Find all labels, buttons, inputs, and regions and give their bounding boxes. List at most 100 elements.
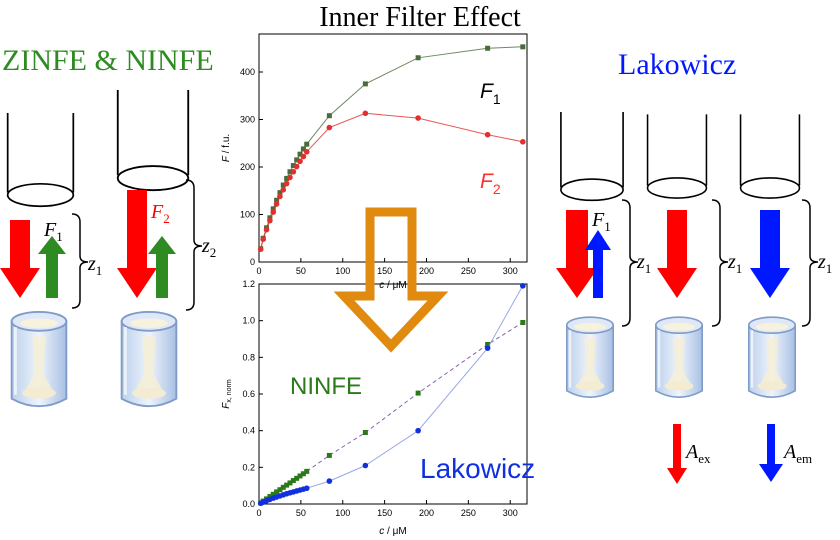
data-point [326,124,333,131]
series-label-ninfe: NINFE [290,373,362,400]
data-point [260,236,266,242]
excitation-arrow-icon [556,210,598,298]
label-z2: z2 [201,235,216,260]
data-point [303,485,310,492]
data-point [485,45,491,51]
data-point [270,206,276,212]
data-point [284,482,290,488]
data-point [362,462,369,469]
label-z1-a: z1 [636,251,651,276]
data-point [520,44,526,50]
series-label-F2: F2 [480,170,501,197]
data-point [287,480,293,486]
cuvette-4 [654,315,704,399]
data-point [273,201,280,207]
y-tick-label: 0 [250,257,255,267]
data-point [326,452,332,458]
data-point [274,489,280,495]
data-point [300,471,306,477]
data-point [267,217,273,224]
data-point [277,190,283,196]
fit-line [260,46,523,249]
cuvette-1 [10,310,68,408]
y-tick-label: 1.0 [242,316,255,326]
y-tick-label: 200 [240,162,255,172]
absorbance-em-arrow-icon [759,424,783,482]
data-point [520,283,526,289]
x-tick-label: 0 [256,266,261,276]
label-A-em: Aem [782,441,812,466]
excitation-arrow-icon [0,220,40,298]
data-point [415,427,421,434]
series-label-lakowicz: Lakowicz [420,453,535,484]
brace-z1-a [621,199,639,327]
y-axis-label: Fx, norm [221,379,233,409]
data-point [277,193,283,200]
data-point [300,146,306,152]
data-point [300,153,307,160]
brace-z1-b [711,199,729,327]
series-label-F1: F1 [480,80,501,107]
data-point [277,487,283,493]
data-point [257,246,264,252]
data-point [294,157,300,163]
transform-arrow-icon [333,207,449,353]
data-point [326,113,332,119]
label-z1-c: z1 [817,251,832,276]
x-tick-label: 300 [503,508,518,518]
data-point [283,180,290,187]
label-z1-left: z1 [87,253,102,278]
emission-arrow-icon [750,210,790,298]
tube-2 [116,90,190,192]
tube-5 [739,113,801,199]
emission-arrow-icon [148,236,176,298]
data-point [267,493,273,499]
x-tick-label: 300 [503,266,518,276]
data-point [263,226,270,233]
data-point [290,163,296,169]
y-tick-label: 0.8 [242,352,255,362]
x-tick-label: 50 [296,508,306,518]
x-axis-label: c / μM [379,280,406,291]
chart-fluorescence: 0 50 100 150 200 250 300 0 100 200 300 400 c / μM F /… [221,33,528,291]
data-point [290,478,296,484]
data-point [304,468,310,474]
data-point [362,110,369,117]
y-tick-label: 0.2 [242,462,255,472]
x-tick-label: 50 [296,266,306,276]
brace-z1-c [801,199,819,327]
data-point [326,478,333,484]
data-point [284,175,290,181]
label-F1-left: F1 [43,219,63,244]
label-F1-right: F1 [591,209,611,234]
data-point [362,430,368,435]
right-heading: Lakowicz [618,48,737,81]
chart-normalized: 0 50 100 150 200 250 300 0.0 0.2 0.4 0.6 0.8 1.0 1.2 c… [221,279,535,537]
label-A-ex: Aex [684,441,711,466]
data-point [297,473,303,479]
x-tick-label: 0 [256,508,261,518]
cuvette-3 [565,315,615,399]
y-tick-label: 400 [240,67,255,77]
x-tick-label: 100 [335,266,350,276]
tube-1 [6,113,75,208]
data-point [415,55,421,61]
data-point [270,491,276,497]
plot-frame [258,33,528,263]
y-tick-label: 300 [240,115,255,125]
data-point [485,342,491,347]
data-point [304,141,310,147]
data-point [293,163,300,170]
data-point [294,475,300,481]
figure-title: Inner Filter Effect [319,2,521,33]
data-point [520,139,526,145]
data-point [270,209,277,215]
data-point [415,115,421,121]
tube-4 [646,113,708,199]
x-tick-label: 250 [461,266,476,276]
y-tick-label: 1.2 [242,279,255,289]
x-axis-label: c / μM [379,526,406,537]
excitation-arrow-icon [657,210,697,298]
cuvette-5 [747,315,797,399]
